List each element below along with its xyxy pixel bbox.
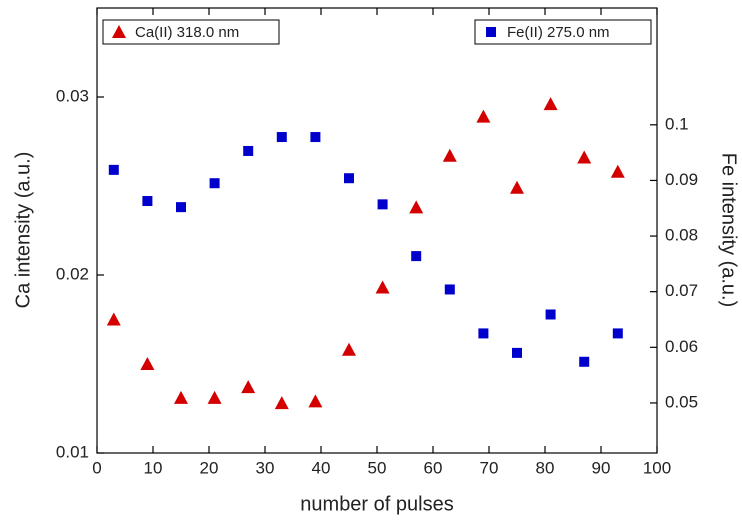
y-tick-label: 0.01 xyxy=(56,442,89,461)
x-tick-label: 30 xyxy=(256,458,275,477)
y2-axis-label: Fe intensity (a.u.) xyxy=(718,153,740,308)
data-point xyxy=(579,356,590,367)
x-tick-label: 90 xyxy=(592,458,611,477)
data-point xyxy=(209,178,220,189)
x-tick-label: 10 xyxy=(144,458,163,477)
data-point xyxy=(478,328,489,339)
legend-marker xyxy=(112,25,126,38)
data-point xyxy=(409,200,424,214)
y2-tick-label: 0.06 xyxy=(665,337,698,356)
data-point xyxy=(377,199,388,210)
data-point xyxy=(142,196,153,207)
legend-marker xyxy=(486,27,496,37)
legend-box xyxy=(102,19,280,45)
y2-tick-label: 0.05 xyxy=(665,392,698,411)
data-point xyxy=(174,390,188,404)
data-point xyxy=(610,164,625,178)
y-tick-label: 0.03 xyxy=(56,86,89,105)
x-tick-label: 0 xyxy=(92,458,101,477)
data-point xyxy=(344,173,354,184)
data-point xyxy=(375,280,390,294)
x-axis-label: number of pulses xyxy=(300,493,453,515)
data-point xyxy=(274,396,289,410)
x-tick-label: 80 xyxy=(536,458,555,477)
data-point xyxy=(106,312,121,326)
y-axis-label: Ca intensity (a.u.) xyxy=(12,152,34,309)
y2-tick-label: 0.08 xyxy=(665,226,698,245)
data-point xyxy=(243,145,254,156)
plot-frame xyxy=(96,7,658,454)
data-point xyxy=(444,284,455,295)
y-tick-label: 0.02 xyxy=(56,264,89,283)
x-tick-label: 60 xyxy=(424,458,443,477)
y2-tick-label: 0.1 xyxy=(665,114,689,133)
x-tick-label: 50 xyxy=(368,458,387,477)
data-point xyxy=(545,309,556,320)
data-point xyxy=(442,148,457,162)
data-point xyxy=(512,347,522,358)
data-point xyxy=(176,202,186,213)
legend-label: Ca(II) 318.0 nm xyxy=(135,24,239,41)
x-tick-label: 70 xyxy=(480,458,499,477)
data-point xyxy=(612,328,623,339)
data-point xyxy=(308,394,323,408)
x-tick-label: 20 xyxy=(200,458,219,477)
x-tick-label: 100 xyxy=(643,458,671,477)
data-point xyxy=(310,132,321,143)
legend-box xyxy=(474,19,652,45)
x-tick-label: 40 xyxy=(312,458,331,477)
data-point xyxy=(577,150,592,164)
data-point xyxy=(241,380,256,394)
y2-tick-label: 0.07 xyxy=(665,281,698,300)
legend-label: Fe(II) 275.0 nm xyxy=(507,24,610,41)
data-point xyxy=(411,251,422,262)
y2-tick-label: 0.09 xyxy=(665,170,698,189)
data-point xyxy=(510,180,524,194)
data-point xyxy=(140,357,155,370)
data-point xyxy=(207,390,222,404)
data-point xyxy=(342,342,356,356)
data-point xyxy=(276,132,287,143)
data-point xyxy=(476,109,491,123)
data-point xyxy=(543,97,558,111)
data-point xyxy=(108,164,119,175)
